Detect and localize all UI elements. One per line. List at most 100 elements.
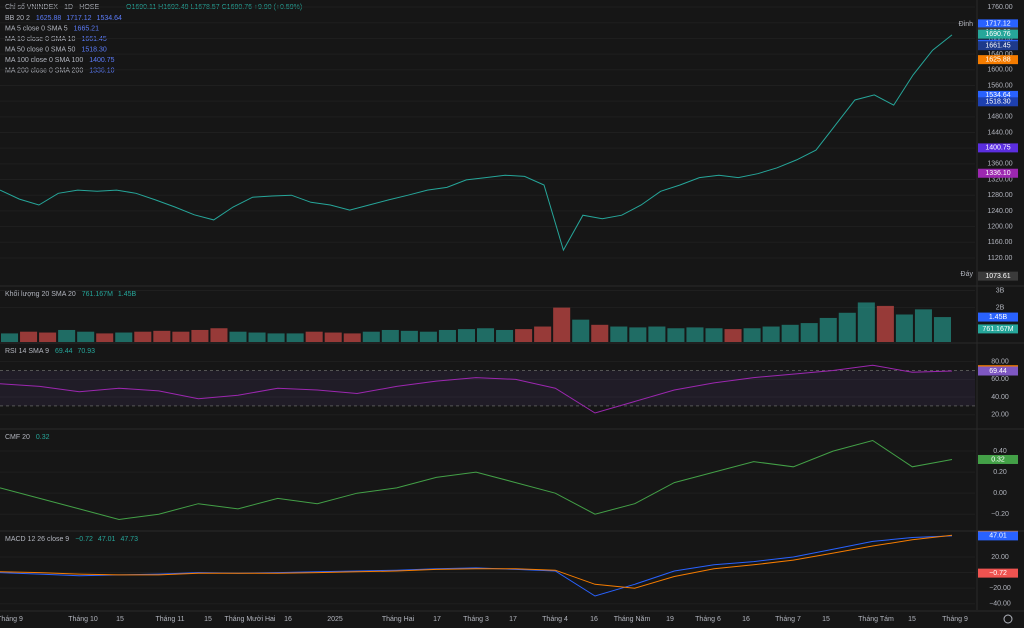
price-tag-label: 761.167M: [982, 326, 1013, 333]
price-tag: [978, 271, 1018, 281]
y-tick-label: 80.00: [991, 359, 1009, 366]
volume-bar: [381, 329, 399, 342]
price-tag: [978, 97, 1018, 107]
pane-value: 69.44: [55, 348, 73, 355]
legend-value: 1534.64: [97, 15, 122, 22]
volume-bar: [534, 326, 552, 342]
price-tag-label: 47.01: [989, 533, 1007, 540]
extreme-note: Đỉnh: [959, 20, 974, 28]
legend-value: 1661.45: [81, 36, 106, 43]
price-tag: [978, 312, 1018, 322]
y-tick-label: 0.00: [993, 490, 1007, 497]
settings-button[interactable]: [1003, 614, 1013, 624]
price-tag-label: 0.32: [991, 456, 1005, 463]
x-tick-label: 19: [666, 616, 674, 623]
price-tag-label: 1717.12: [985, 21, 1010, 28]
y-tick-label: 40.00: [991, 394, 1009, 401]
x-tick-label: 17: [509, 616, 517, 623]
volume-bar: [496, 329, 514, 342]
x-tick-label: 16: [742, 616, 750, 623]
y-tick-label: 1200.00: [987, 223, 1012, 230]
y-tick-label: 1360.00: [987, 161, 1012, 168]
x-tick-label: 15: [116, 616, 124, 623]
volume-bar: [267, 333, 285, 342]
y-tick-label: −20.00: [989, 585, 1011, 592]
volume-bar: [96, 333, 114, 342]
y-tick-label: 1440.00: [987, 129, 1012, 136]
volume-bar: [515, 329, 533, 342]
volume-bar: [191, 329, 209, 342]
volume-bar: [781, 324, 799, 342]
x-tick-label: Tháng 6: [695, 616, 721, 623]
volume-bar: [210, 328, 228, 342]
volume-bar: [419, 331, 437, 342]
price-tag-label: 1400.75: [985, 145, 1010, 152]
volume-bar: [39, 332, 57, 342]
price-tag-label: 1073.61: [985, 273, 1010, 280]
volume-bar: [115, 332, 133, 342]
volume-bar: [629, 327, 647, 342]
price-tag: [978, 568, 1018, 578]
y-tick-label: 60.00: [991, 376, 1009, 383]
price-tag: [978, 19, 1018, 29]
price-tag: [978, 366, 1018, 376]
x-tick-label: 17: [433, 616, 441, 623]
price-tag-label: 1.45B: [989, 314, 1008, 321]
volume-bar: [457, 329, 475, 342]
y-tick-label: 20.00: [991, 412, 1009, 419]
legend-name: MA 5 close 0 SMA 5: [5, 25, 68, 32]
legend-name: MA 100 close 0 SMA 100: [5, 57, 83, 64]
price-tag-label: 1625.88: [985, 56, 1010, 63]
x-tick-label: Tháng Hai: [382, 616, 415, 623]
x-tick-label: 16: [284, 616, 292, 623]
volume-bar: [20, 331, 38, 342]
volume-bar: [58, 329, 76, 342]
volume-bar: [705, 328, 723, 342]
symbol: Chỉ số VNINDEX · 1D · HOSE: [5, 2, 99, 11]
y-tick-label: −0.20: [991, 511, 1009, 518]
y-tick-label: −40.00: [989, 601, 1011, 608]
volume-bar: [572, 319, 590, 342]
legend-value: 1400.75: [89, 57, 114, 64]
y-tick-label: 20.00: [991, 554, 1009, 561]
volume-bar: [553, 307, 571, 342]
price-tag: [978, 55, 1018, 65]
volume-bar: [286, 333, 304, 342]
indicator-line: [0, 364, 953, 414]
legend-value: 1518.30: [81, 46, 106, 53]
volume-bar: [648, 326, 666, 342]
pane-value: 761.167M: [82, 291, 113, 298]
y-tick-label: 1120.00: [988, 255, 1013, 262]
x-tick-label: 2025: [327, 616, 343, 623]
legend-value: 1625.88: [36, 15, 61, 22]
y-tick-label: 1320.00: [987, 176, 1012, 183]
pane-value: 70.93: [78, 348, 96, 355]
volume-bar: [229, 331, 247, 342]
x-tick-label: Tháng 4: [542, 616, 568, 623]
pane-value: −0.72: [75, 536, 93, 543]
y-tick-label: 1640.00: [987, 51, 1012, 58]
pane-value: 1.45B: [118, 291, 137, 298]
extreme-note: Đáy: [961, 271, 974, 278]
legend-value: 1336.10: [89, 67, 114, 74]
y-tick-label: 1480.00: [987, 114, 1012, 121]
pane-title: CMF 20: [5, 434, 30, 441]
volume-bar: [876, 305, 894, 342]
x-tick-label: 15: [908, 616, 916, 623]
y-tick-label: 1240.00: [987, 208, 1012, 215]
y-tick-label: 1600.00: [987, 67, 1012, 74]
volume-bar: [933, 317, 951, 342]
x-tick-label: Tháng Năm: [614, 616, 651, 623]
price-tag-label: 1534.64: [985, 92, 1010, 99]
indicator-line: [0, 535, 953, 597]
x-tick-label: Tháng Mười Hai: [225, 616, 276, 623]
volume-bar: [1, 333, 19, 342]
price-tag: [978, 168, 1018, 178]
pane-title: Khối lượng 20 SMA 20: [5, 289, 76, 298]
price-tag-label: 1690.76: [985, 31, 1010, 38]
volume-bar: [610, 326, 628, 342]
volume-bar: [438, 329, 456, 342]
pane-value: 0.32: [36, 434, 50, 441]
y-tick-label: 3B: [996, 287, 1005, 294]
